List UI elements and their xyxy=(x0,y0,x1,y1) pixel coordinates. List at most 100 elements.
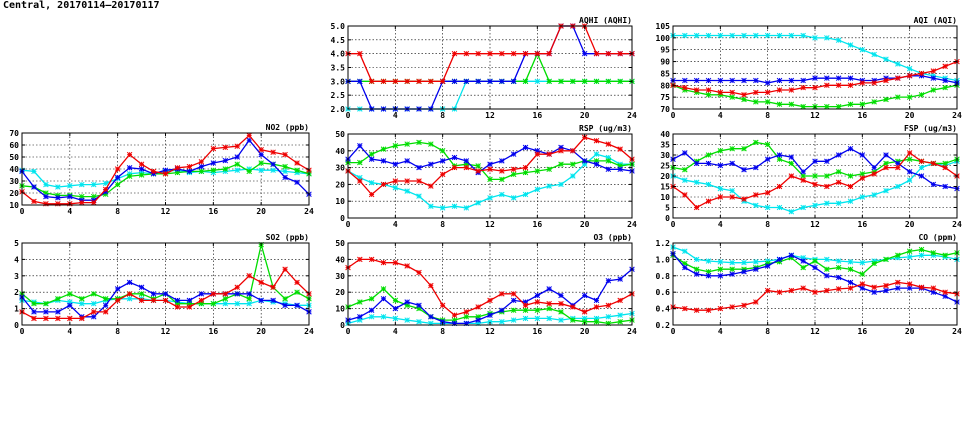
data-point xyxy=(67,302,73,309)
data-point xyxy=(682,32,688,39)
x-tick-label: 12 xyxy=(485,111,495,120)
x-tick-label: 24 xyxy=(627,111,637,120)
data-point xyxy=(294,289,300,295)
data-point xyxy=(847,259,854,265)
data-point xyxy=(534,307,541,313)
y-tick-label: 50 xyxy=(335,130,345,139)
data-point xyxy=(463,50,470,57)
data-point xyxy=(581,50,588,57)
series-o3-3 xyxy=(345,256,635,318)
data-point xyxy=(246,296,252,302)
data-point xyxy=(682,192,688,198)
data-point xyxy=(824,200,830,207)
data-point xyxy=(788,101,795,108)
data-point xyxy=(824,35,830,41)
data-point xyxy=(717,194,724,200)
data-point xyxy=(428,141,434,147)
data-point xyxy=(90,309,97,315)
data-point xyxy=(138,166,145,172)
data-point xyxy=(499,50,505,57)
data-point xyxy=(835,37,842,43)
y-tick-label: 95 xyxy=(660,46,670,55)
data-point xyxy=(871,164,877,171)
data-point xyxy=(788,173,795,179)
data-point xyxy=(729,271,735,277)
data-point xyxy=(942,183,948,190)
data-point xyxy=(198,168,205,175)
y-tick-label: 0 xyxy=(340,214,345,223)
data-point xyxy=(439,158,446,164)
chart-title: AQI (AQI) xyxy=(914,16,957,25)
data-point xyxy=(522,302,529,309)
data-point xyxy=(753,164,759,171)
data-point xyxy=(859,152,866,158)
data-point xyxy=(942,77,948,84)
data-point xyxy=(776,77,783,84)
data-point xyxy=(522,315,529,322)
data-point xyxy=(859,80,866,86)
data-point xyxy=(90,199,97,206)
data-point xyxy=(463,78,470,85)
data-point xyxy=(126,151,133,158)
data-point xyxy=(102,296,109,302)
data-point xyxy=(729,32,735,39)
data-point xyxy=(451,164,458,171)
data-point xyxy=(753,259,759,265)
chart-title: NO2 (ppb) xyxy=(266,123,309,132)
x-tick-label: 16 xyxy=(858,111,868,120)
data-point xyxy=(258,160,264,166)
data-point xyxy=(800,204,806,211)
data-point xyxy=(859,281,866,287)
data-point xyxy=(729,94,735,100)
data-point xyxy=(682,305,688,312)
y-tick-label: 100 xyxy=(656,34,671,43)
x-tick-label: 20 xyxy=(905,111,915,120)
data-point xyxy=(693,160,700,167)
chart-rsp: 0 4 8 12 16 20 24 0 10 20 30 40 50 RSP (ug/m3) xyxy=(335,124,637,229)
data-point xyxy=(788,287,795,294)
x-tick-label: 12 xyxy=(161,327,171,336)
data-point xyxy=(593,161,600,167)
data-point xyxy=(416,318,422,325)
data-point xyxy=(729,194,735,200)
data-point xyxy=(150,291,157,297)
data-point xyxy=(392,178,399,184)
y-tick-label: 50 xyxy=(9,153,19,162)
data-point xyxy=(859,171,866,177)
data-point xyxy=(270,284,276,291)
data-point xyxy=(463,164,470,171)
x-tick-label: 0 xyxy=(671,220,676,229)
data-point xyxy=(55,296,61,302)
data-point xyxy=(357,50,363,57)
data-point xyxy=(174,304,181,310)
data-point xyxy=(906,73,913,79)
x-tick-label: 0 xyxy=(20,327,25,336)
y-tick-label: 25 xyxy=(660,162,670,171)
data-point xyxy=(210,160,217,166)
data-point xyxy=(79,296,85,302)
data-point xyxy=(534,292,541,299)
data-point xyxy=(67,291,73,297)
data-point xyxy=(581,292,588,299)
data-point xyxy=(357,178,363,184)
chart-no2: 0 4 8 12 16 20 24 10 20 30 40 50 60 70 NO2 (ppb) xyxy=(9,123,314,216)
x-tick-label: 24 xyxy=(952,111,962,120)
data-point xyxy=(729,77,735,84)
data-point xyxy=(617,297,623,304)
y-tick-label: 90 xyxy=(660,58,670,67)
data-point xyxy=(210,300,217,307)
data-point xyxy=(114,166,121,172)
data-point xyxy=(451,203,458,209)
data-point xyxy=(499,176,505,183)
data-point xyxy=(847,183,854,190)
data-point xyxy=(930,87,937,93)
data-point xyxy=(463,309,470,315)
series-o3-2 xyxy=(345,266,635,327)
data-point xyxy=(499,291,505,297)
x-tick-label: 12 xyxy=(161,207,171,216)
data-point xyxy=(741,145,747,152)
data-point xyxy=(593,137,600,144)
x-tick-label: 8 xyxy=(440,111,445,120)
data-point xyxy=(871,51,877,58)
